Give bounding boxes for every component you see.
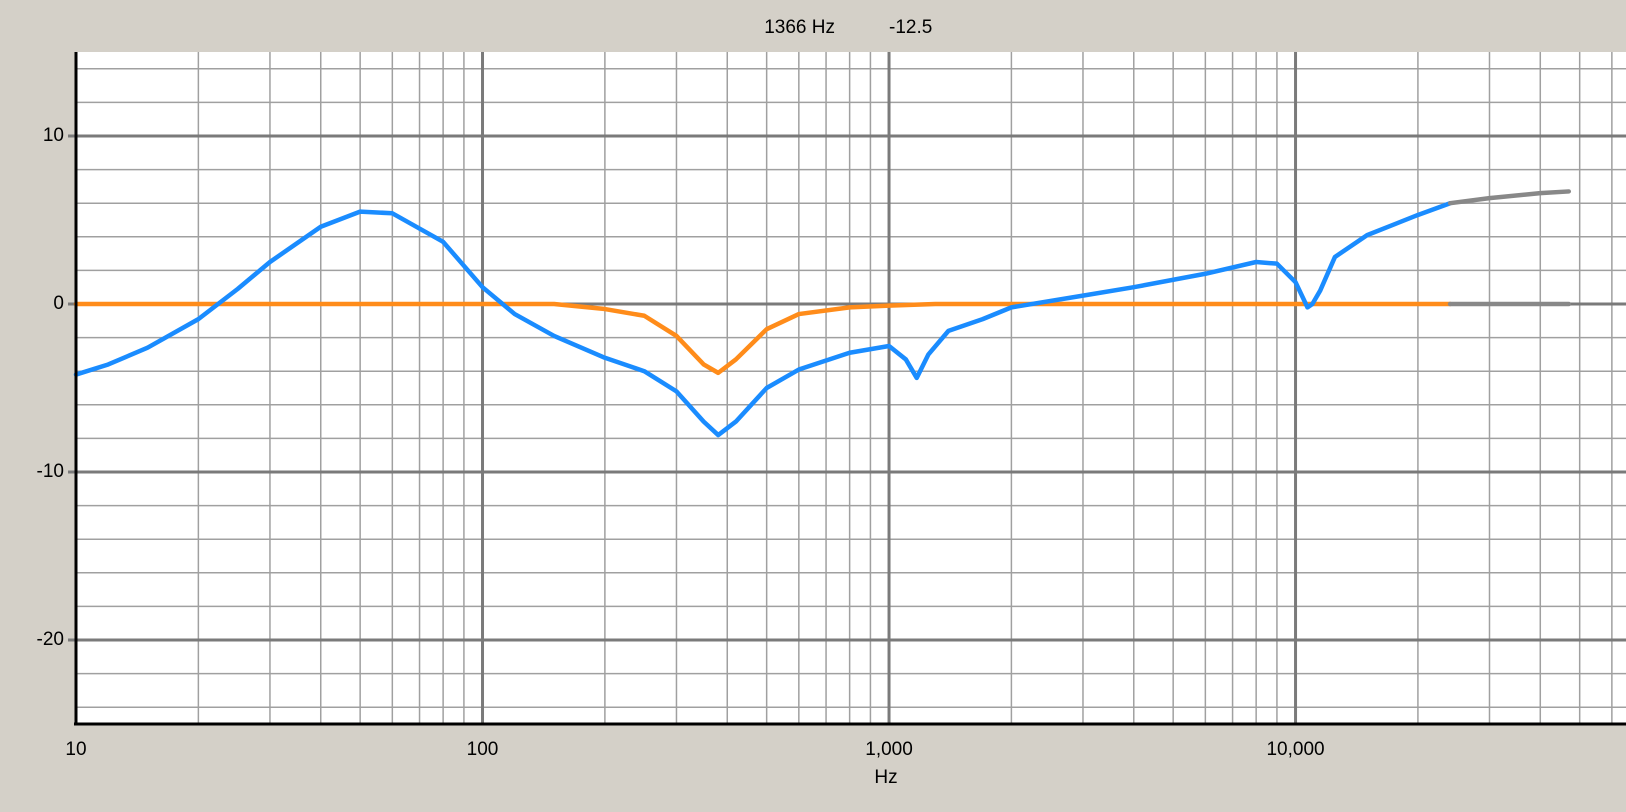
x-tick-label: 100: [467, 739, 499, 760]
y-tick-label: 0: [53, 293, 64, 314]
grid: [68, 52, 1626, 724]
readout-frequency: 1366 Hz: [764, 17, 835, 38]
readout-value: -12.5: [889, 17, 932, 38]
plot-area: [76, 52, 1626, 724]
x-axis-label: Hz: [874, 767, 897, 788]
response-line: [73, 301, 1453, 376]
y-tick-label: -20: [37, 629, 64, 650]
lines: [73, 189, 1572, 438]
x-tick-label: 10: [65, 739, 86, 760]
x-tick-label: 1,000: [865, 739, 913, 760]
response-line: [1447, 189, 1572, 206]
response-line: [73, 200, 1453, 438]
y-tick-label: 10: [43, 125, 64, 146]
y-tick-label: -10: [37, 461, 64, 482]
x-tick-label: 10,000: [1266, 739, 1324, 760]
